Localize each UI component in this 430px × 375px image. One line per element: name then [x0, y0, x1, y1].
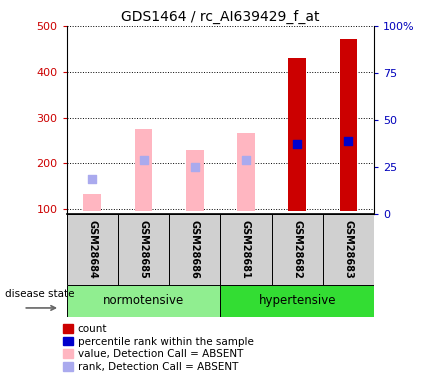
Bar [288, 58, 306, 211]
Text: GSM28683: GSM28683 [344, 220, 353, 279]
Point [243, 157, 249, 163]
Point [191, 164, 198, 170]
Bar [272, 214, 323, 285]
Text: GSM28681: GSM28681 [241, 220, 251, 279]
Bar [118, 214, 169, 285]
Bar [221, 214, 272, 285]
Bar [67, 214, 118, 285]
Bar [186, 150, 204, 211]
Point [140, 157, 147, 163]
Bar [169, 214, 221, 285]
Text: hypertensive: hypertensive [258, 294, 336, 307]
Bar [340, 39, 357, 212]
Bar [135, 129, 153, 212]
Point [294, 141, 301, 147]
Point [345, 138, 352, 144]
Text: GSM28685: GSM28685 [138, 220, 148, 279]
Text: disease state: disease state [5, 289, 75, 299]
Bar [83, 194, 101, 211]
Text: GSM28686: GSM28686 [190, 220, 200, 279]
Legend: count, percentile rank within the sample, value, Detection Call = ABSENT, rank, : count, percentile rank within the sample… [63, 324, 254, 372]
Text: normotensive: normotensive [103, 294, 184, 307]
Title: GDS1464 / rc_AI639429_f_at: GDS1464 / rc_AI639429_f_at [121, 10, 319, 24]
Text: GSM28682: GSM28682 [292, 220, 302, 279]
Bar [237, 133, 255, 212]
Bar [323, 214, 374, 285]
Text: GSM28684: GSM28684 [87, 220, 97, 279]
Bar [67, 285, 221, 317]
Point [89, 177, 96, 183]
Bar [221, 285, 374, 317]
